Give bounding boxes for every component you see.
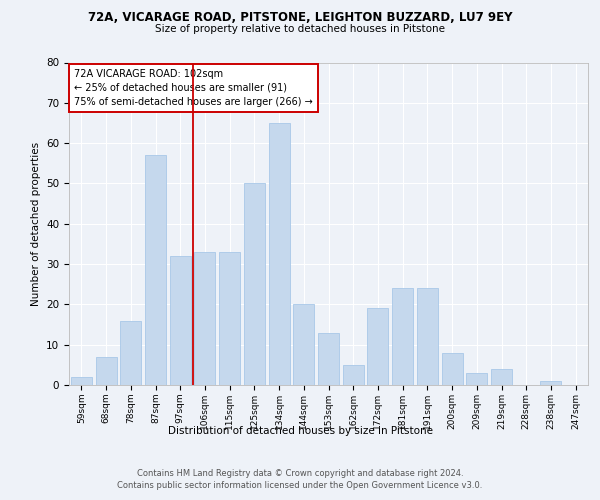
Bar — [417, 288, 438, 385]
Bar — [145, 155, 166, 385]
Y-axis label: Number of detached properties: Number of detached properties — [31, 142, 41, 306]
Text: Size of property relative to detached houses in Pitstone: Size of property relative to detached ho… — [155, 24, 445, 34]
Text: 72A, VICARAGE ROAD, PITSTONE, LEIGHTON BUZZARD, LU7 9EY: 72A, VICARAGE ROAD, PITSTONE, LEIGHTON B… — [88, 11, 512, 24]
Bar — [244, 184, 265, 385]
Bar — [491, 369, 512, 385]
Bar — [269, 123, 290, 385]
Text: Distribution of detached houses by size in Pitstone: Distribution of detached houses by size … — [167, 426, 433, 436]
Text: Contains public sector information licensed under the Open Government Licence v3: Contains public sector information licen… — [118, 481, 482, 490]
Bar — [293, 304, 314, 385]
Bar — [194, 252, 215, 385]
Bar — [343, 365, 364, 385]
Bar — [392, 288, 413, 385]
Bar — [71, 377, 92, 385]
Bar — [219, 252, 240, 385]
Bar — [95, 357, 116, 385]
Bar — [120, 320, 141, 385]
Bar — [170, 256, 191, 385]
Bar — [367, 308, 388, 385]
Bar — [442, 353, 463, 385]
Text: 72A VICARAGE ROAD: 102sqm
← 25% of detached houses are smaller (91)
75% of semi-: 72A VICARAGE ROAD: 102sqm ← 25% of detac… — [74, 69, 313, 107]
Bar — [541, 381, 562, 385]
Text: Contains HM Land Registry data © Crown copyright and database right 2024.: Contains HM Land Registry data © Crown c… — [137, 469, 463, 478]
Bar — [466, 373, 487, 385]
Bar — [318, 332, 339, 385]
